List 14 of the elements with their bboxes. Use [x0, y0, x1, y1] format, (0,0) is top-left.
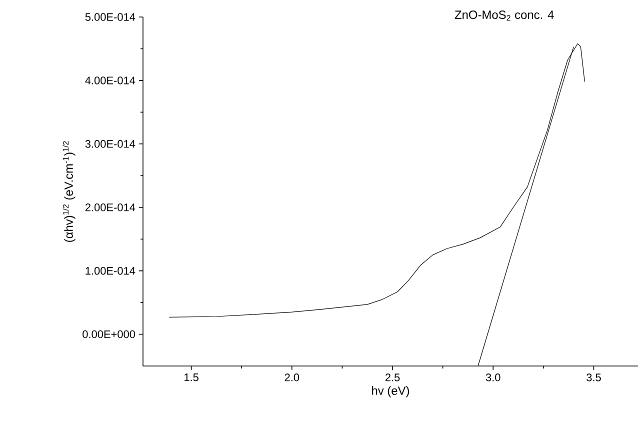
y-tick-label: 3.00E-014 [85, 140, 136, 148]
x-tick-label: 2.0 [284, 374, 300, 382]
x-tick-label: 2.5 [385, 374, 400, 382]
x-tick-label: 3.5 [586, 374, 601, 382]
x-axis-title: hv (eV) [372, 386, 410, 398]
y-tick-label: 1.00E-014 [86, 266, 136, 275]
chart-title: ZnO-MoS$_{2}$ conc. 4 [454, 10, 554, 21]
y-tick-label: 5.00E-014 [85, 13, 136, 21]
x-tick-label: 3.0 [486, 374, 500, 382]
y-tick-label: 0.00E+000 [82, 330, 136, 338]
y-axis-title: (αhv)$^{1/2}$ (eV.cm$^{-1}$)$^{1/2}$ [62, 141, 76, 242]
y-tick-label: 2.00E-014 [85, 203, 136, 212]
y-tick-label: 4.00E-014 [85, 76, 136, 84]
x-tick-label: 1.5 [184, 374, 198, 382]
